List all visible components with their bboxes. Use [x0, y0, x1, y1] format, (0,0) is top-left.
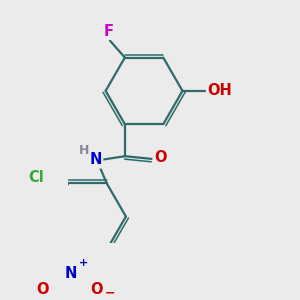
Text: O: O [36, 282, 48, 297]
Text: O: O [154, 150, 167, 165]
Text: N: N [90, 152, 102, 167]
Text: H: H [79, 144, 89, 158]
Text: O: O [90, 282, 103, 297]
Text: N: N [65, 266, 77, 281]
Text: Cl: Cl [28, 170, 44, 185]
Text: −: − [105, 286, 116, 299]
Text: OH: OH [208, 83, 232, 98]
Text: F: F [104, 24, 114, 39]
Text: +: + [78, 258, 88, 268]
